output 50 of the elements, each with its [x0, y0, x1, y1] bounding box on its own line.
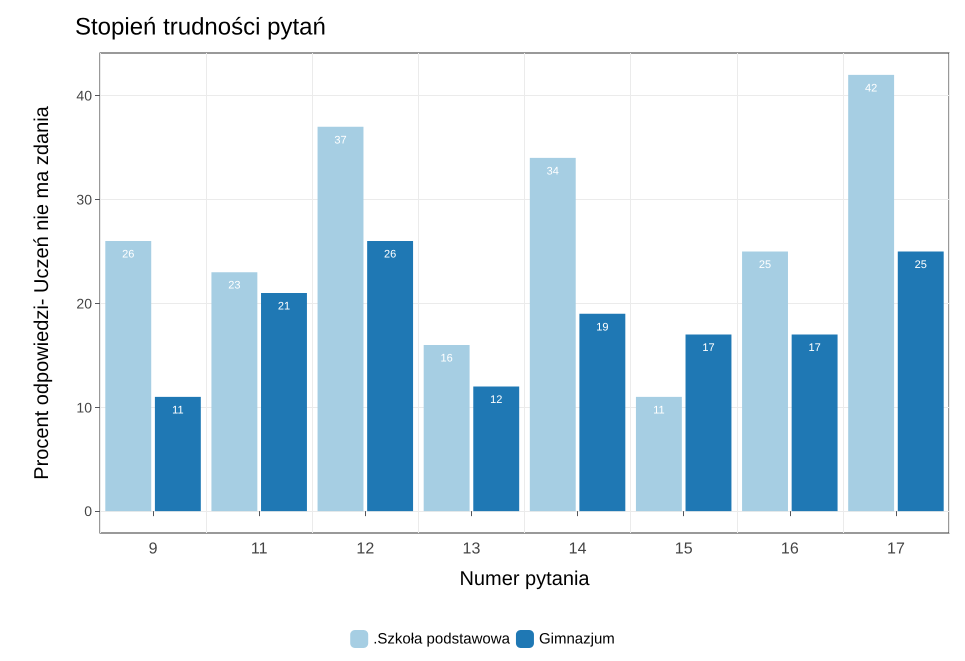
data-label: 17 [702, 342, 715, 354]
data-label: 12 [490, 394, 502, 406]
bar [530, 158, 576, 512]
legend-label: Gimnazjum [538, 630, 615, 648]
bar [848, 74, 894, 512]
bar [636, 396, 682, 512]
data-label: 16 [440, 352, 453, 364]
data-label: 26 [384, 248, 396, 261]
bar [579, 314, 626, 512]
data-label: 34 [546, 165, 559, 178]
bar [473, 386, 520, 512]
x-tick-label: 13 [462, 540, 480, 558]
y-tick-label: 0 [84, 503, 92, 520]
y-tick-label: 40 [76, 88, 92, 104]
bar [261, 293, 307, 512]
data-label: 23 [228, 280, 241, 292]
data-label: 17 [808, 342, 821, 354]
bar [792, 334, 838, 512]
x-tick-label: 12 [356, 540, 374, 558]
bar [742, 251, 788, 512]
data-label: 37 [334, 134, 347, 146]
x-tick-label: 11 [250, 540, 268, 558]
data-label: 19 [596, 321, 608, 334]
data-label: 11 [172, 404, 184, 416]
bar [686, 334, 732, 512]
data-label: 25 [914, 258, 927, 271]
chart-title: Stopień trudności pytań [75, 14, 326, 40]
y-axis-title: Procent odpowiedzi- Uczeń nie ma zdania [31, 105, 53, 480]
y-tick-label: 20 [76, 295, 92, 312]
data-label: 21 [278, 300, 290, 312]
legend-label: .Szkoła podstawowa [373, 630, 511, 648]
data-label: 26 [122, 248, 134, 261]
x-tick-label: 14 [568, 540, 587, 558]
bar [105, 241, 152, 512]
bar [898, 251, 944, 512]
x-tick-label: 9 [148, 540, 158, 558]
data-label: 11 [653, 404, 665, 416]
bar [211, 272, 258, 512]
x-tick-label: 17 [887, 540, 905, 558]
data-label: 42 [865, 82, 878, 94]
x-tick-label: 16 [780, 540, 799, 558]
bar [154, 396, 201, 512]
bar [367, 241, 414, 512]
bar [424, 344, 470, 512]
x-axis-title: Numer pytania [459, 568, 590, 590]
data-label: 25 [758, 258, 772, 271]
x-tick-label: 15 [674, 540, 693, 558]
y-tick-label: 30 [76, 191, 92, 208]
y-tick-label: 10 [76, 399, 92, 416]
bar [318, 126, 364, 512]
